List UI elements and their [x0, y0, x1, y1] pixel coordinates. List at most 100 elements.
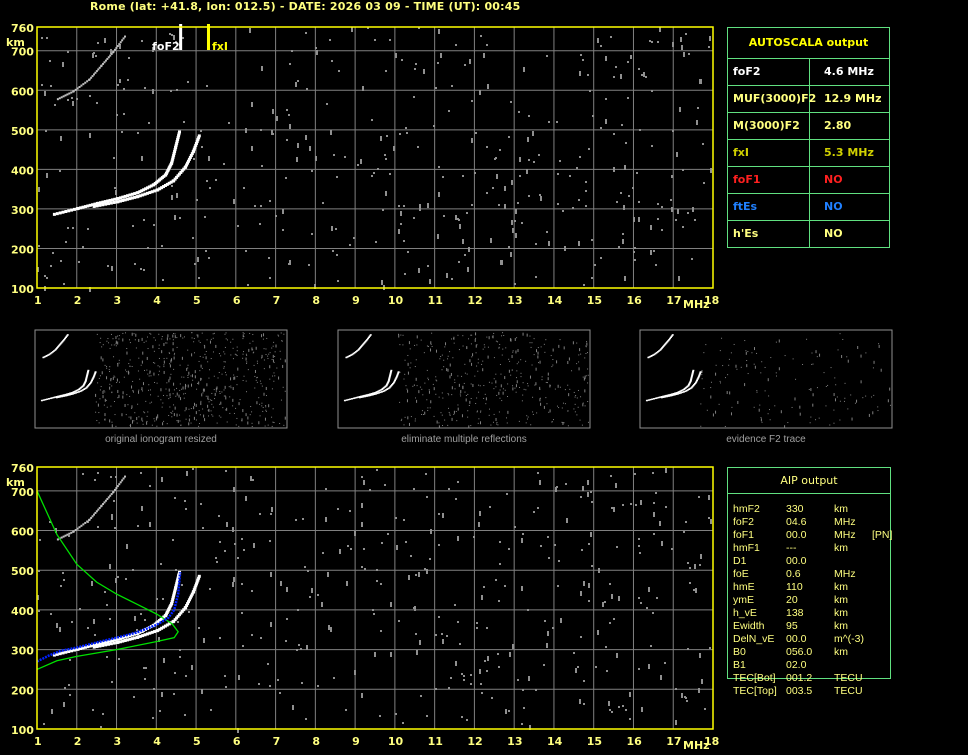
page-title: Rome (lat: +41.8, lon: 012.5) - DATE: 20… [90, 0, 521, 13]
noise-dot [447, 355, 449, 357]
noise-dot [499, 563, 501, 565]
aip-cell: Ewidth [733, 620, 765, 632]
noise-dot [382, 209, 384, 211]
trace-point [195, 140, 199, 144]
trace-point [128, 634, 132, 638]
noise-dot [812, 393, 814, 397]
trace-point [94, 372, 97, 374]
noise-dot [527, 609, 529, 611]
trace-point [680, 389, 683, 392]
x-tick-label: 6 [233, 294, 241, 307]
trace-point [78, 526, 81, 529]
trace-point [172, 151, 176, 155]
trace-point [92, 73, 95, 76]
x-tick-label: 18 [704, 294, 719, 307]
noise-dot [454, 382, 456, 384]
noise-dot [405, 127, 407, 129]
noise-dot [579, 156, 581, 158]
noise-dot [525, 360, 527, 362]
noise-dot [235, 407, 237, 409]
trace-point [687, 384, 690, 386]
noise-dot [648, 664, 650, 669]
trace-point [194, 582, 198, 586]
noise-dot [811, 363, 813, 365]
trace-point [386, 383, 389, 385]
trace-point [677, 393, 680, 395]
noise-dot [252, 334, 254, 336]
trace-point [692, 385, 695, 387]
aip-cell: ymE [733, 594, 754, 606]
noise-dot [502, 388, 504, 390]
noise-dot [374, 39, 376, 41]
noise-dot [487, 355, 489, 359]
noise-dot [567, 384, 569, 386]
trace-point [101, 203, 105, 207]
noise-dot [106, 604, 108, 606]
noise-dot [227, 339, 229, 341]
noise-dot [527, 416, 529, 418]
noise-dot [104, 364, 106, 366]
trace-point [54, 349, 57, 351]
thumb-caption: original ionogram resized [105, 434, 217, 445]
noise-dot [533, 354, 535, 356]
noise-dot [825, 385, 827, 387]
x-tick-label: 2 [74, 735, 82, 748]
noise-dot [395, 53, 397, 58]
aip-row: Ewidth 95 km [733, 620, 902, 633]
noise-dot [238, 402, 240, 406]
trace-point [123, 194, 127, 198]
trace-point [385, 384, 388, 387]
noise-dot [198, 410, 200, 412]
noise-dot [483, 53, 485, 58]
aip-cell: 330 [786, 503, 804, 515]
noise-dot [234, 353, 236, 355]
noise-dot [261, 402, 263, 404]
noise-dot [211, 414, 213, 416]
noise-dot [89, 95, 91, 97]
noise-dot [497, 653, 499, 655]
noise-dot [545, 381, 547, 383]
noise-dot [63, 283, 65, 285]
noise-dot [279, 692, 281, 694]
noise-dot [156, 598, 158, 600]
noise-dot [193, 158, 195, 160]
noise-dot [173, 404, 175, 406]
trace-point [186, 161, 190, 165]
trace-point [72, 207, 76, 211]
noise-dot [103, 390, 105, 392]
noise-dot [516, 363, 518, 365]
trace-point [112, 490, 115, 493]
trace-point [382, 390, 385, 393]
noise-dot [196, 199, 198, 201]
noise-dot [726, 391, 728, 395]
noise-dot [459, 224, 461, 229]
trace-point [126, 634, 130, 638]
trace-point [695, 380, 698, 383]
x-tick-label: 1 [34, 294, 42, 307]
noise-dot [71, 621, 73, 623]
noise-dot [715, 372, 717, 376]
trace-point [669, 395, 672, 397]
noise-dot [94, 479, 96, 481]
noise-dot [171, 358, 173, 362]
noise-dot [488, 381, 490, 383]
noise-dot [214, 392, 216, 396]
noise-dot [518, 420, 520, 422]
noise-dot [187, 375, 189, 377]
noise-dot [246, 361, 248, 363]
noise-dot [131, 405, 133, 409]
aip-row: hmE 110 km [733, 581, 902, 594]
noise-dot [398, 205, 400, 207]
trace-point [142, 188, 146, 192]
noise-dot [166, 423, 168, 425]
noise-dot [147, 411, 149, 413]
noise-dot [146, 369, 148, 371]
noise-dot [268, 353, 270, 355]
trace-point [76, 391, 79, 394]
noise-dot [419, 640, 421, 645]
noise-dot [71, 97, 73, 99]
noise-dot [269, 540, 271, 542]
noise-dot [568, 393, 570, 397]
noise-dot [161, 245, 163, 247]
trace-point [663, 344, 666, 346]
